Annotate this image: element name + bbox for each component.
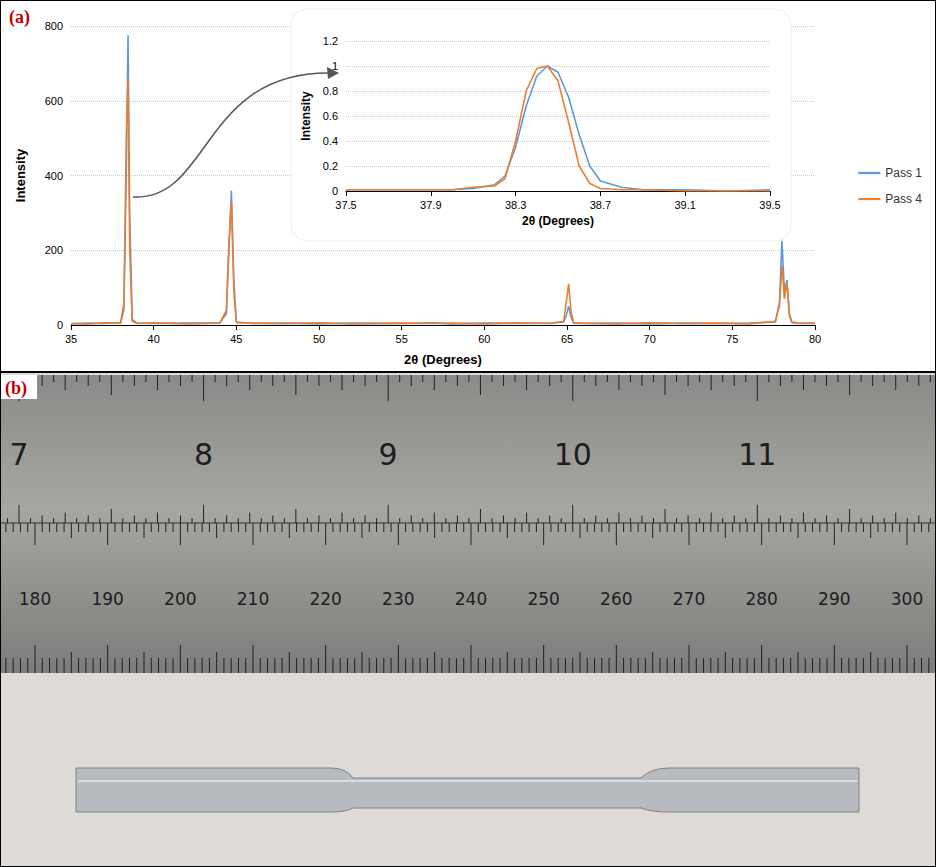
svg-text:8: 8 [194,437,213,472]
svg-text:9: 9 [379,437,398,472]
svg-text:Intensity: Intensity [299,91,313,141]
svg-text:80: 80 [809,333,821,345]
svg-text:Pass 4: Pass 4 [885,192,922,206]
svg-text:40: 40 [148,333,160,345]
svg-text:55: 55 [396,333,408,345]
svg-text:190: 190 [91,589,123,609]
svg-text:2θ (Degrees): 2θ (Degrees) [404,352,482,367]
svg-text:270: 270 [673,589,705,609]
svg-text:220: 220 [309,589,341,609]
svg-text:300: 300 [891,589,923,609]
svg-text:800: 800 [45,20,63,32]
svg-text:400: 400 [45,170,63,182]
svg-text:600: 600 [45,95,63,107]
svg-text:Intensity: Intensity [13,148,28,202]
svg-text:0: 0 [57,319,63,331]
svg-text:45: 45 [230,333,242,345]
svg-text:1.2: 1.2 [323,35,338,47]
svg-text:65: 65 [561,333,573,345]
svg-text:37.9: 37.9 [420,199,441,211]
svg-text:Pass 1: Pass 1 [885,166,922,180]
svg-text:0.8: 0.8 [323,85,338,97]
svg-text:260: 260 [600,589,632,609]
svg-text:11: 11 [738,437,776,472]
svg-text:39.1: 39.1 [674,199,695,211]
svg-text:210: 210 [237,589,269,609]
svg-text:290: 290 [818,589,850,609]
svg-text:70: 70 [644,333,656,345]
svg-text:60: 60 [478,333,490,345]
svg-text:38.3: 38.3 [505,199,526,211]
svg-text:7: 7 [9,437,28,472]
svg-text:200: 200 [45,244,63,256]
svg-text:280: 280 [745,589,777,609]
svg-text:0.6: 0.6 [323,110,338,122]
svg-text:230: 230 [382,589,414,609]
svg-text:180: 180 [19,589,51,609]
svg-text:50: 50 [313,333,325,345]
svg-text:10: 10 [554,437,592,472]
svg-text:75: 75 [726,333,738,345]
svg-text:38.7: 38.7 [590,199,611,211]
svg-text:200: 200 [164,589,196,609]
svg-text:0.2: 0.2 [323,160,338,172]
svg-text:0: 0 [332,185,338,197]
svg-text:37.5: 37.5 [335,199,356,211]
svg-text:(b): (b) [5,378,27,399]
svg-text:250: 250 [527,589,559,609]
svg-text:(a): (a) [9,7,30,28]
svg-text:0.4: 0.4 [323,135,338,147]
svg-text:1: 1 [331,60,338,72]
svg-text:35: 35 [65,333,77,345]
svg-text:39.5: 39.5 [759,199,780,211]
svg-text:240: 240 [455,589,487,609]
svg-text:2θ (Degrees): 2θ (Degrees) [522,214,594,228]
